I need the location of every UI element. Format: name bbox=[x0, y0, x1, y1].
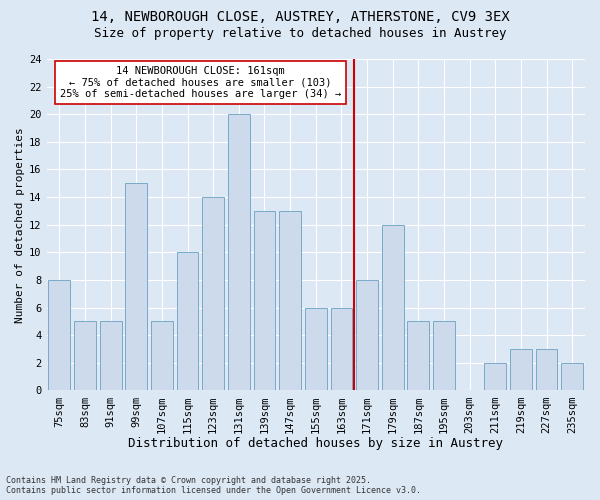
Bar bbox=[407, 322, 429, 390]
Bar bbox=[356, 280, 378, 390]
Text: Size of property relative to detached houses in Austrey: Size of property relative to detached ho… bbox=[94, 28, 506, 40]
Text: 14, NEWBOROUGH CLOSE, AUSTREY, ATHERSTONE, CV9 3EX: 14, NEWBOROUGH CLOSE, AUSTREY, ATHERSTON… bbox=[91, 10, 509, 24]
Bar bbox=[382, 224, 404, 390]
Bar bbox=[74, 322, 96, 390]
Bar bbox=[202, 197, 224, 390]
Text: 14 NEWBOROUGH CLOSE: 161sqm
← 75% of detached houses are smaller (103)
25% of se: 14 NEWBOROUGH CLOSE: 161sqm ← 75% of det… bbox=[60, 66, 341, 99]
Bar bbox=[510, 349, 532, 391]
Bar bbox=[331, 308, 352, 390]
Bar bbox=[484, 363, 506, 390]
Bar bbox=[176, 252, 199, 390]
Bar bbox=[254, 211, 275, 390]
Bar bbox=[49, 280, 70, 390]
Bar bbox=[100, 322, 122, 390]
Y-axis label: Number of detached properties: Number of detached properties bbox=[15, 127, 25, 322]
Bar bbox=[125, 184, 147, 390]
Bar bbox=[536, 349, 557, 391]
Bar bbox=[433, 322, 455, 390]
Text: Contains HM Land Registry data © Crown copyright and database right 2025.
Contai: Contains HM Land Registry data © Crown c… bbox=[6, 476, 421, 495]
Bar bbox=[305, 308, 326, 390]
Bar bbox=[228, 114, 250, 390]
X-axis label: Distribution of detached houses by size in Austrey: Distribution of detached houses by size … bbox=[128, 437, 503, 450]
Bar bbox=[279, 211, 301, 390]
Bar bbox=[561, 363, 583, 390]
Bar bbox=[151, 322, 173, 390]
